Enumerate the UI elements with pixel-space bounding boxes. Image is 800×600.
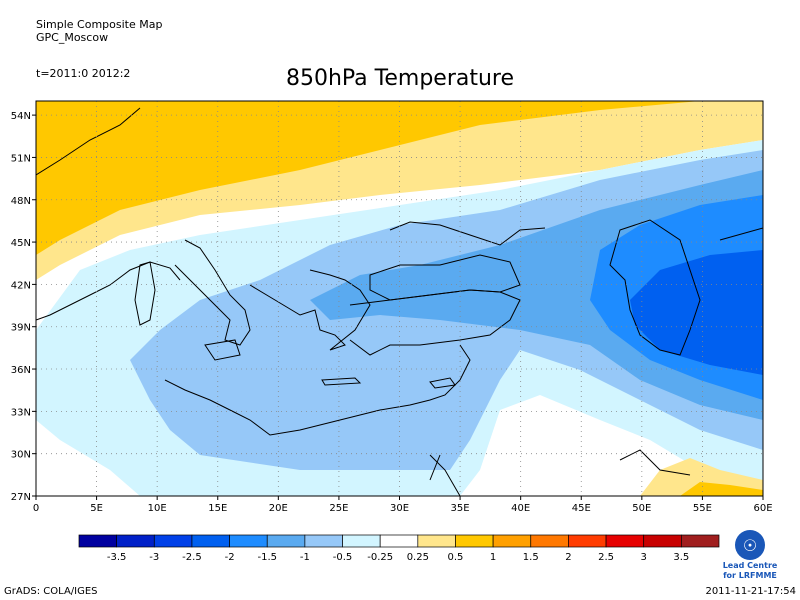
colorbar-swatch <box>605 534 645 548</box>
lon-tick-label: 55E <box>693 503 712 514</box>
lon-tick-label: 60E <box>753 503 772 514</box>
colorbar-label: -0.5 <box>333 552 353 563</box>
map-subtitle: Simple Composite Map <box>36 18 163 31</box>
colorbar-swatch <box>116 534 155 548</box>
lat-tick-label: 48N <box>11 196 31 207</box>
lon-tick-label: 40E <box>511 503 530 514</box>
colorbar-swatch <box>681 534 720 548</box>
colorbar-label: 3.5 <box>673 552 689 563</box>
colorbar-label: -1.5 <box>257 552 277 563</box>
lon-tick-label: 50E <box>632 503 651 514</box>
lon-tick-label: 45E <box>572 503 591 514</box>
lon-tick-label: 25E <box>329 503 348 514</box>
colorbar-swatch <box>229 534 268 548</box>
logo-line2: for LRFMME <box>723 571 777 580</box>
colorbar-label: 0.5 <box>448 552 464 563</box>
colorbar-label: -0.25 <box>367 552 393 563</box>
lat-tick-label: 33N <box>11 407 31 418</box>
colorbar-swatch <box>304 534 343 548</box>
colorbar-label: -2 <box>225 552 235 563</box>
colorbar-swatch <box>417 534 456 548</box>
lat-tick-label: 36N <box>11 365 31 376</box>
colorbar-swatch <box>191 534 230 548</box>
colorbar-swatch <box>568 534 607 548</box>
wmo-logo: ☉ Lead Centre for LRFMME <box>700 530 800 582</box>
lon-tick-label: 10E <box>148 503 167 514</box>
colorbar-label: 2.5 <box>598 552 614 563</box>
colorbar-swatch <box>455 534 494 548</box>
source-label: GPC_Moscow <box>36 31 109 44</box>
logo-line1: Lead Centre <box>722 561 778 570</box>
lon-tick-label: 20E <box>269 503 288 514</box>
lon-tick-label: 35E <box>451 503 470 514</box>
page-title: 850hPa Temperature <box>285 66 515 91</box>
lat-tick-label: 30N <box>11 450 31 461</box>
colorbar-label: -3.5 <box>107 552 127 563</box>
colorbar-label: 2 <box>565 552 571 563</box>
colorbar-swatch <box>78 534 117 548</box>
lon-axis: 0 5E 10E 15E 20E 25E 30E 35E 40E 45E 50E 55E 60E <box>33 496 773 514</box>
lat-tick-label: 54N <box>11 111 31 122</box>
lon-tick-label: 5E <box>90 503 103 514</box>
colorbar-label: 1 <box>490 552 496 563</box>
lon-tick-label: 0 <box>33 503 39 514</box>
lat-tick-label: 45N <box>11 238 31 249</box>
colorbar-swatch <box>342 534 381 548</box>
lat-tick-label: 39N <box>11 323 31 334</box>
colorbar-swatch <box>530 534 569 548</box>
footer-timestamp: 2011-11-21-17:54 <box>705 586 796 597</box>
colorbar-swatch <box>379 534 419 548</box>
colorbar-swatch <box>153 534 193 548</box>
colorbar-swatches <box>78 534 720 548</box>
coastlines <box>36 107 763 496</box>
map-grid <box>36 101 763 496</box>
colorbar-label: -2.5 <box>182 552 202 563</box>
colorbar-label: 0.25 <box>407 552 429 563</box>
colorbar-swatch <box>643 534 682 548</box>
globe-icon: ☉ <box>735 530 765 560</box>
colorbar-label: -3 <box>149 552 159 563</box>
colorbar-swatch <box>492 534 532 548</box>
colorbar-labels: -3.5 -3 -2.5 -2 -1.5 -1 -0.5 -0.25 0.25 0.5 1 1.5 2 2… <box>107 552 689 563</box>
time-range-label: t=2011:0 2012:2 <box>36 67 131 80</box>
lat-tick-label: 42N <box>11 280 31 291</box>
lon-tick-label: 30E <box>390 503 409 514</box>
lat-axis: 54N 51N 48N 45N 42N 39N 36N 33N 30N 27N <box>11 111 36 503</box>
lat-tick-label: 27N <box>11 492 31 503</box>
colorbar-label: 3 <box>641 552 647 563</box>
colorbar-label: 1.5 <box>523 552 539 563</box>
lat-tick-label: 51N <box>11 153 31 164</box>
footer-credit: GrADS: COLA/IGES <box>4 586 98 597</box>
colorbar-swatch <box>266 534 306 548</box>
lon-tick-label: 15E <box>208 503 227 514</box>
colorbar-label: -1 <box>300 552 310 563</box>
